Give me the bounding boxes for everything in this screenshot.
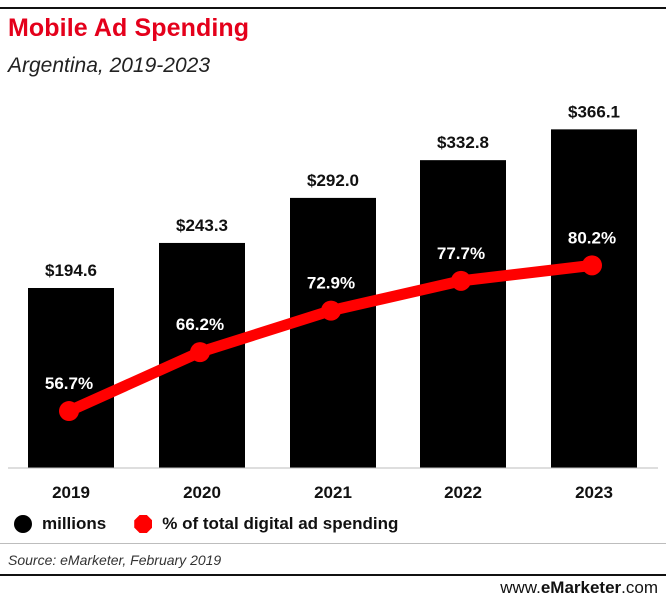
legend-label-percent: % of total digital ad spending <box>162 514 399 533</box>
legend: millions % of total digital ad spending <box>14 514 426 534</box>
footer-divider <box>0 543 666 544</box>
chart-title: Mobile Ad Spending <box>8 14 250 42</box>
line-value-label-2020: 66.2% <box>176 315 224 334</box>
bar-2022 <box>420 160 506 468</box>
legend-item-percent: % of total digital ad spending <box>134 514 398 534</box>
bar-2019 <box>28 287 114 468</box>
legend-item-millions: millions <box>14 514 106 534</box>
chart-subtitle: Argentina, 2019-2023 <box>8 54 210 77</box>
source-note: Source: eMarketer, February 2019 <box>8 552 222 568</box>
bar-2023 <box>551 129 637 469</box>
line-value-label-2019: 56.7% <box>45 374 93 393</box>
line-value-label-2022: 77.7% <box>437 244 485 263</box>
bar-value-label-2019: $194.6 <box>45 261 97 280</box>
x-tick-label-2023: 2023 <box>575 483 613 502</box>
bar-value-label-2020: $243.3 <box>176 216 228 235</box>
footer-rule <box>0 574 666 576</box>
line-point-2020 <box>190 342 210 363</box>
brand-link[interactable]: www.eMarketer.com <box>500 578 658 598</box>
line-point-2019 <box>59 401 79 422</box>
chart-area: $194.6 2019 $243.3 2020 $292.0 2021 $332.8 2022… <box>8 102 658 502</box>
brand-name: eMarketer <box>540 578 622 597</box>
bar-2021 <box>290 197 376 468</box>
x-tick-label-2021: 2021 <box>314 483 352 502</box>
legend-label-millions: millions <box>42 514 107 533</box>
bar-value-label-2021: $292.0 <box>307 171 359 190</box>
x-tick-label-2020: 2020 <box>183 483 221 502</box>
line-point-2022 <box>451 270 471 291</box>
line-value-label-2021: 72.9% <box>307 274 355 293</box>
bar-value-label-2023: $366.1 <box>568 102 620 121</box>
x-tick-label-2019: 2019 <box>52 483 90 502</box>
x-tick-label-2022: 2022 <box>444 483 482 502</box>
line-point-2023 <box>582 255 602 276</box>
line-value-label-2023: 80.2% <box>568 228 616 247</box>
line-point-2021 <box>321 300 341 321</box>
brand-suffix: .com <box>621 578 658 597</box>
legend-swatch-bar <box>14 515 32 533</box>
brand-prefix: www. <box>500 578 541 597</box>
bar-value-label-2022: $332.8 <box>437 133 489 152</box>
top-rule <box>0 7 666 9</box>
legend-swatch-line <box>134 515 153 533</box>
